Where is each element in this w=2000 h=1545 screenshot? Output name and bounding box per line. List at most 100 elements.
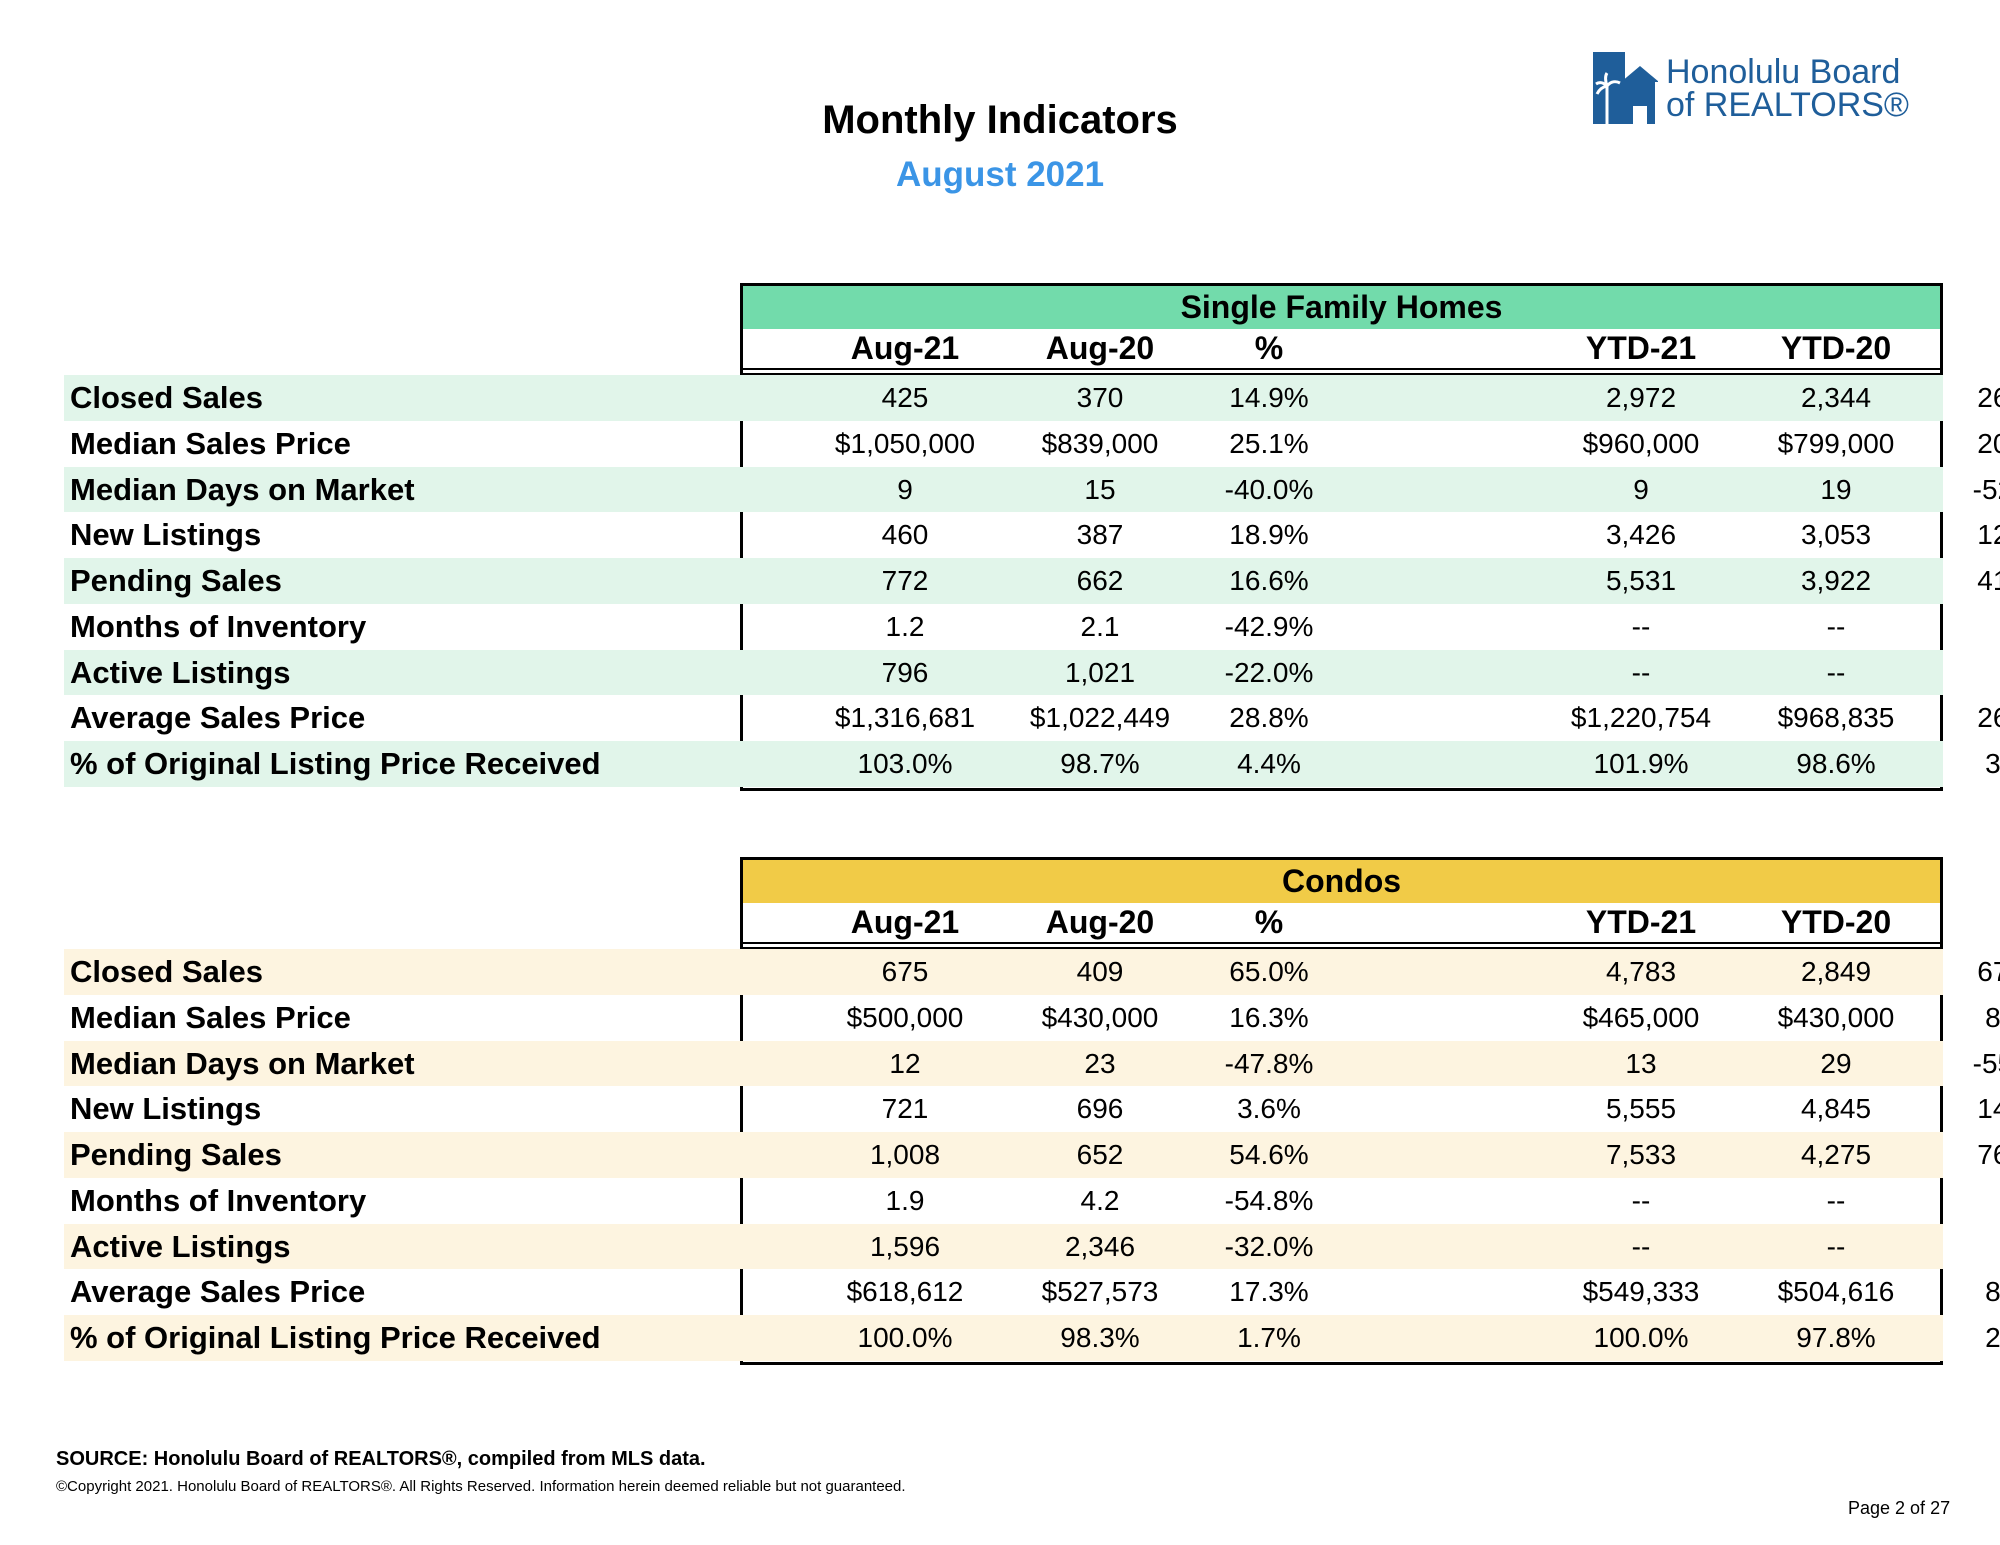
table-cell: $1,316,681 <box>834 702 976 734</box>
table-cell: 100.0% <box>857 1322 953 1353</box>
page-subtitle: August 2021 <box>895 155 1105 194</box>
table-cell: 8.1% <box>1985 1001 2000 1033</box>
table-border <box>740 857 1943 1365</box>
logo-line-2: of REALTORS® <box>1666 86 1909 124</box>
table-cell: $430,000 <box>1041 1001 1159 1033</box>
table-cell: 3,922 <box>1800 565 1872 596</box>
table-title: Condos <box>743 860 1940 903</box>
table-cell: $504,616 <box>1777 1276 1895 1308</box>
table-cell: 23 <box>1084 1047 1116 1079</box>
table-row: New Listings 460 387 18.9% 3,426 3,053 12.2% <box>64 512 2000 558</box>
table-cell: $799,000 <box>1777 427 1895 459</box>
table-cell: -42.9% <box>1224 610 1314 642</box>
table-row: Average Sales Price $618,612 $527,573 17.3%… <box>64 1269 2000 1315</box>
table-cell: $500,000 <box>846 1001 964 1033</box>
table-cell: 28.8% <box>1229 702 1309 734</box>
table-cell: 1.9 <box>885 1184 925 1216</box>
row-label: Pending Sales <box>70 1137 282 1172</box>
table-cell: 4.2 <box>1080 1184 1120 1216</box>
table-cell: -- <box>1826 1184 1846 1216</box>
table-cell: 721 <box>881 1093 929 1125</box>
row-label: Average Sales Price <box>70 1274 366 1310</box>
column-header: % <box>1254 904 1284 940</box>
column-header: % <box>1254 330 1284 366</box>
table-cell: 1.2 <box>885 610 925 642</box>
table-cell: 101.9% <box>1593 748 1689 779</box>
column-header: Aug-20 <box>1045 330 1155 366</box>
table-cell: -- <box>1867 604 2000 649</box>
table-cell: 4.4% <box>1237 748 1301 779</box>
table-cell: -- <box>1867 1178 2000 1223</box>
table-cell: 3,426 <box>1605 519 1677 551</box>
column-header: % <box>1867 901 2000 943</box>
table-cell: 97.8% <box>1796 1322 1876 1353</box>
table-cell: 2,344 <box>1800 382 1872 413</box>
table-cell: 19 <box>1820 473 1852 505</box>
table-row: Median Sales Price $1,050,000 $839,000 25.1… <box>64 421 2000 467</box>
table-row: Average Sales Price $1,316,681 $1,022,449 2… <box>64 695 2000 741</box>
table-cell: 26.8% <box>1977 382 2000 413</box>
table-cell: 1,596 <box>869 1230 941 1262</box>
table-title: Single Family Homes <box>743 286 1940 329</box>
table-cell: 16.3% <box>1229 1001 1309 1033</box>
table-cell: -32.0% <box>1224 1230 1314 1262</box>
row-label: New Listings <box>70 517 262 553</box>
column-header: YTD-21 <box>1585 904 1697 940</box>
column-header: Aug-21 <box>850 330 960 366</box>
table-cell: 772 <box>881 565 929 596</box>
table-cell: -54.8% <box>1224 1184 1314 1216</box>
row-label: Active Listings <box>70 1228 291 1264</box>
table-cell: 2.1 <box>1080 610 1120 642</box>
row-label: Months of Inventory <box>70 1182 367 1218</box>
logo-line-1: Honolulu Board <box>1666 53 1901 91</box>
table-cell: -- <box>1826 656 1846 688</box>
table-cell: 20.2% <box>1977 427 2000 459</box>
row-label: % of Original Listing Price Received <box>70 1320 601 1355</box>
table-cell: 41.0% <box>1977 565 2000 596</box>
table-cell: 98.7% <box>1060 748 1140 779</box>
table-cell: 18.9% <box>1229 519 1309 551</box>
header-rule <box>743 368 1940 370</box>
header-rule <box>743 942 1940 944</box>
table-cell: 98.6% <box>1796 748 1876 779</box>
table-body: Closed Sales 425 370 14.9% 2,972 2,344 26.8% Me… <box>64 375 2000 787</box>
page-title: Monthly Indicators <box>822 98 1178 142</box>
table-cell: 12 <box>889 1047 921 1079</box>
table-row: Median Days on Market 9 15 -40.0% 9 19 -52.6% <box>64 466 2000 513</box>
table-cell: 409 <box>1076 956 1124 987</box>
table-cell: 67.9% <box>1977 956 2000 987</box>
table-cell: $1,220,754 <box>1570 702 1712 734</box>
column-header: YTD-20 <box>1780 904 1892 940</box>
table-cell: -55.2% <box>1972 1047 2000 1079</box>
table-cell: 98.3% <box>1060 1322 1140 1353</box>
table-cell: -47.8% <box>1224 1047 1314 1079</box>
table-row: Median Days on Market 12 23 -47.8% 13 29 -55.2… <box>64 1040 2000 1087</box>
row-label: Active Listings <box>70 654 291 690</box>
table-cell: $527,573 <box>1041 1276 1159 1308</box>
row-label: Pending Sales <box>70 563 282 598</box>
table-cell: 796 <box>881 656 929 688</box>
row-label: Median Days on Market <box>70 1045 415 1081</box>
table-cell: 387 <box>1076 519 1124 551</box>
table-cell: 17.3% <box>1229 1276 1309 1308</box>
table-cell: 54.6% <box>1229 1139 1309 1170</box>
table-cell: 370 <box>1076 382 1124 413</box>
table-cell: 2.2% <box>1985 1322 2000 1353</box>
table-cell: $618,612 <box>846 1276 964 1308</box>
table-row: Median Sales Price $500,000 $430,000 16.3% $… <box>64 995 2000 1041</box>
table-cell: 3.6% <box>1237 1093 1301 1125</box>
table-cell: -- <box>1631 1230 1651 1262</box>
table-cell: 9 <box>897 473 913 505</box>
table-row: % of Original Listing Price Received 100.… <box>64 1315 2000 1361</box>
table-cell: 4,845 <box>1800 1093 1872 1125</box>
table-cell: 425 <box>881 382 929 413</box>
table-cell: 29 <box>1820 1047 1852 1079</box>
row-label: New Listings <box>70 1091 262 1127</box>
table-cell: -- <box>1631 1184 1651 1216</box>
table-cell: 675 <box>881 956 929 987</box>
table-cell: 4,275 <box>1800 1139 1872 1170</box>
table-cell: 12.2% <box>1977 519 2000 551</box>
table-cell: $430,000 <box>1777 1001 1895 1033</box>
